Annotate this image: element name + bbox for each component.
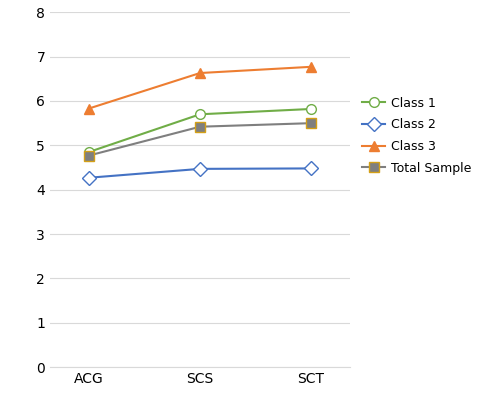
Class 1 <box>197 112 203 117</box>
Class 2 <box>86 175 92 180</box>
Class 1 <box>308 106 314 111</box>
Total Sample <box>197 124 203 129</box>
Total Sample <box>86 153 92 158</box>
Legend: Class 1, Class 2, Class 3, Total Sample: Class 1, Class 2, Class 3, Total Sample <box>362 97 472 175</box>
Class 3 <box>86 106 92 111</box>
Class 2 <box>197 166 203 171</box>
Class 2 <box>308 166 314 171</box>
Class 3 <box>197 71 203 75</box>
Line: Class 2: Class 2 <box>84 164 316 183</box>
Total Sample <box>308 121 314 126</box>
Line: Total Sample: Total Sample <box>84 118 316 160</box>
Class 3 <box>308 64 314 69</box>
Line: Class 1: Class 1 <box>84 104 316 157</box>
Class 1 <box>86 150 92 155</box>
Line: Class 3: Class 3 <box>84 62 316 113</box>
